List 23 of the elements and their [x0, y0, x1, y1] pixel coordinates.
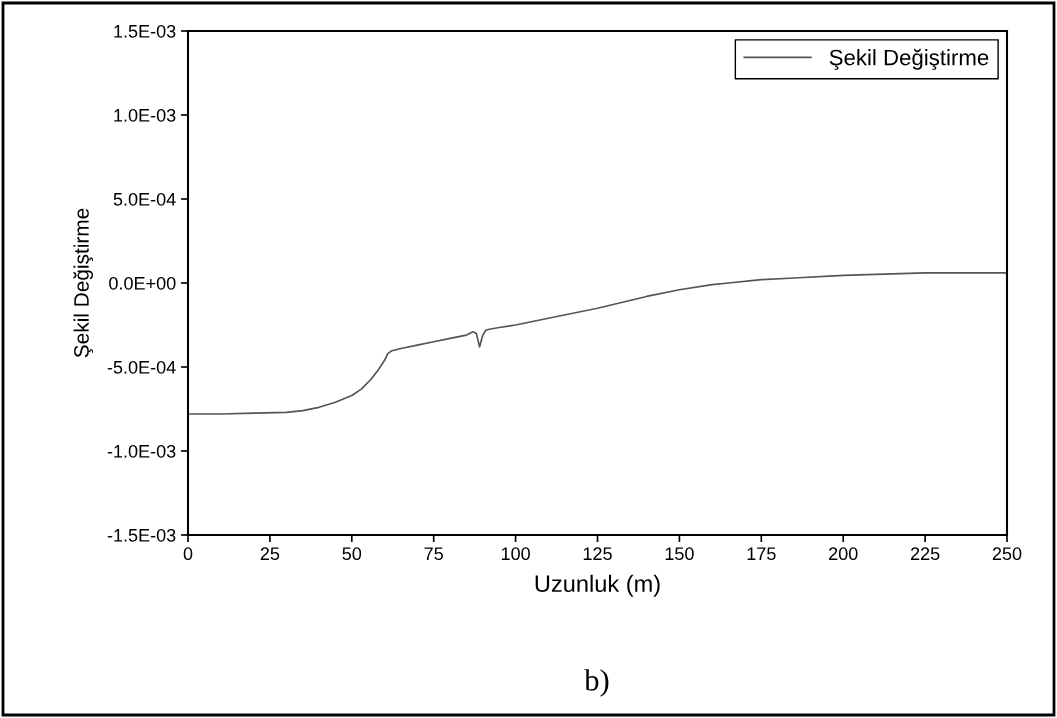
x-tick-label: 100 [501, 547, 530, 561]
x-tick-label: 225 [910, 547, 940, 561]
x-tick-label: 0 [183, 547, 193, 561]
x-tick-label: 50 [342, 547, 362, 561]
x-tick-label: 200 [829, 547, 858, 561]
text: b) [584, 669, 609, 697]
y-tick-label: 1.0E-03 [114, 108, 176, 122]
x-tick-label: 250 [992, 547, 1022, 561]
x-tick-label: 150 [665, 547, 694, 561]
y-tick-label: -5.0E-04 [107, 360, 176, 374]
x-tick-label: 175 [747, 547, 776, 561]
y-tick-label: -1.5E-03 [107, 528, 176, 542]
y-tick-label: 0.0E+00 [109, 276, 176, 290]
y-axis-title: Şekil Değiştirme [73, 208, 94, 358]
x-axis-title: Uzunluk (m) [535, 574, 660, 597]
x-tick-label: 125 [583, 547, 612, 561]
x-tick-label: 25 [260, 547, 280, 561]
y-tick-label: 1.5E-03 [114, 24, 176, 38]
y-tick-label: 5.0E-04 [113, 192, 176, 206]
x-tick-label: 75 [424, 547, 443, 561]
line-series [188, 272, 1007, 415]
legend-label: Şekil Değiştirme [829, 48, 989, 70]
y-tick-label: -1.0E-03 [107, 444, 176, 458]
